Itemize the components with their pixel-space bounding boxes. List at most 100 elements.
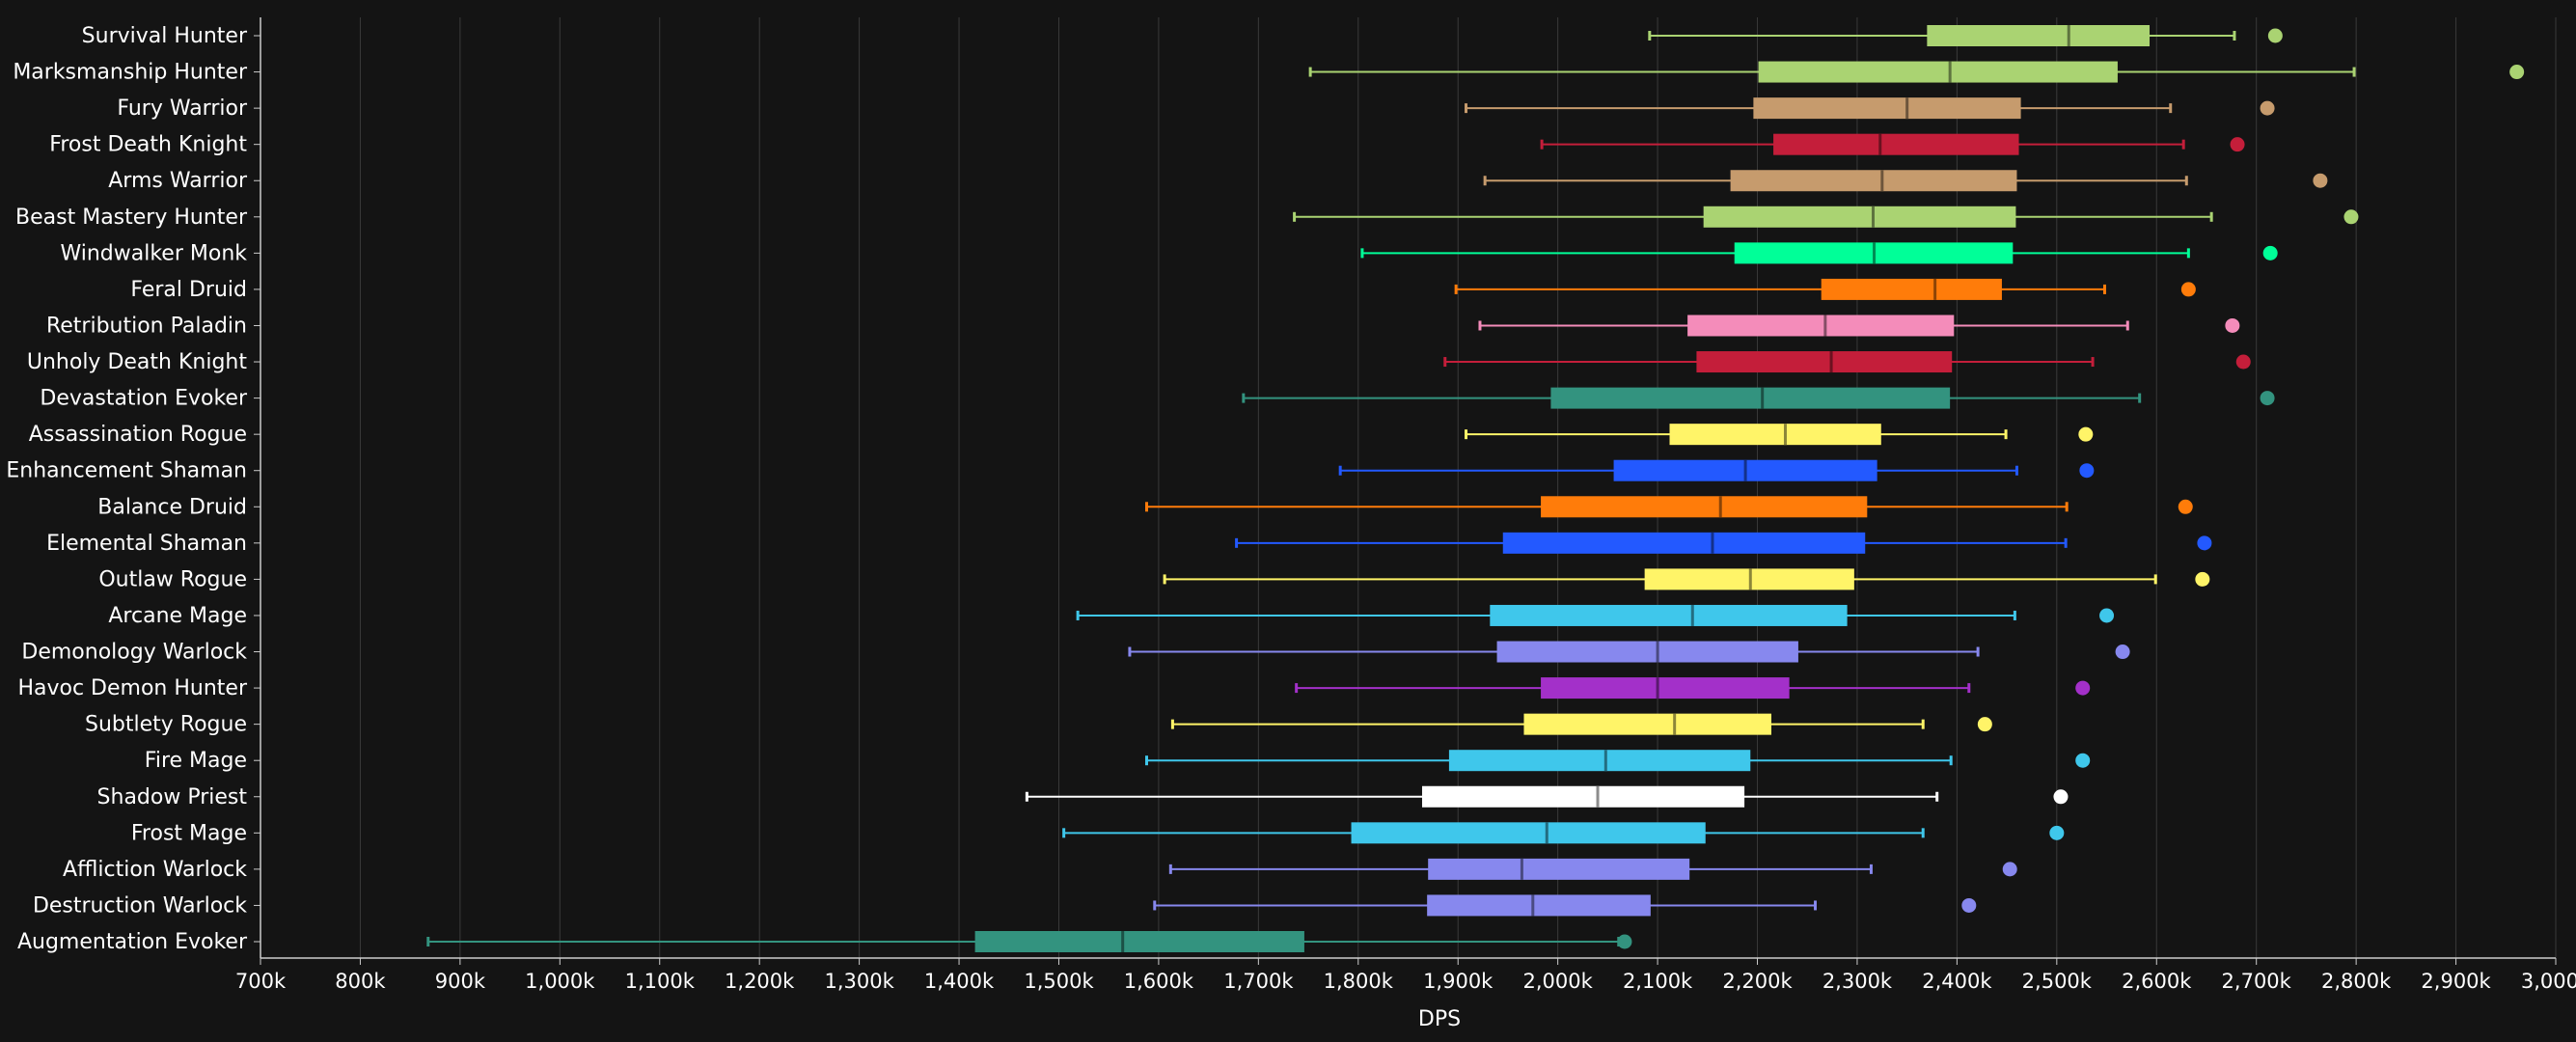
x-tick-label: 1,100k: [625, 970, 696, 993]
outlier-point: [2195, 571, 2210, 587]
outlier-point: [2235, 354, 2251, 370]
box-group: [1295, 677, 2091, 699]
x-tick-labels: 700k 800k 900k 1,000k 1,100k 1,200k 1,300k 1,40…: [235, 970, 2576, 993]
x-axis-label: DPS: [1418, 1007, 1461, 1031]
category-label: Affliction Warlock: [63, 858, 247, 882]
x-tick-label: 2,600k: [2122, 970, 2192, 993]
box-group: [1360, 242, 2278, 264]
x-tick-label: 1,900k: [1423, 970, 1494, 993]
category-labels: Survival Hunter Marksmanship Hunter Fury W…: [6, 24, 248, 954]
box-iqr: [1669, 424, 1881, 446]
x-tick-label: 2,500k: [2022, 970, 2093, 993]
box-group: [426, 931, 1632, 952]
box-iqr: [1927, 25, 2151, 46]
outlier-point: [2225, 317, 2240, 333]
outlier-point: [1961, 897, 1977, 913]
outlier-point: [2099, 608, 2115, 623]
x-tick-label: 700k: [235, 970, 287, 993]
category-label: Subtlety Rogue: [85, 713, 247, 737]
category-label: Augmentation Evoker: [17, 930, 248, 954]
x-tick-label: 2,900k: [2421, 970, 2491, 993]
category-label: Feral Druid: [130, 278, 247, 302]
x-tick-label: 1,400k: [924, 970, 995, 993]
box-group: [1153, 894, 1977, 917]
category-label: Arcane Mage: [108, 604, 247, 628]
box-group: [1464, 424, 2094, 446]
x-tick-label: 2,700k: [2222, 970, 2292, 993]
box-group: [1648, 25, 2283, 46]
outlier-point: [2053, 789, 2069, 805]
box-group: [1478, 315, 2240, 337]
box-iqr: [1428, 858, 1690, 880]
box-iqr: [1541, 677, 1790, 699]
x-tick-label: 1,000k: [525, 970, 595, 993]
box-group: [1128, 641, 2130, 663]
box-iqr: [1427, 894, 1651, 917]
box-group: [1145, 496, 2193, 518]
x-tick-label: 1,200k: [725, 970, 795, 993]
outlier-point: [2078, 426, 2094, 442]
box-group: [1454, 278, 2196, 300]
box-iqr: [1730, 170, 2017, 192]
x-tick-label: 800k: [335, 970, 386, 993]
outlier-point: [2178, 499, 2193, 514]
category-label: Unholy Death Knight: [27, 350, 247, 374]
axes: [254, 17, 2557, 965]
x-tick-label: 2,400k: [1922, 970, 1992, 993]
category-label: Fire Mage: [145, 749, 247, 773]
box-series: [426, 25, 2525, 952]
outlier-point: [2230, 137, 2245, 152]
category-label: Fury Warrior: [117, 96, 248, 121]
category-label: Survival Hunter: [82, 24, 248, 48]
outlier-point: [2049, 825, 2065, 840]
outlier-point: [2313, 173, 2328, 188]
box-group: [1163, 568, 2210, 590]
x-tick-label: 2,200k: [1722, 970, 1793, 993]
category-label: Devastation Evoker: [40, 387, 248, 411]
outlier-point: [2075, 753, 2091, 768]
outlier-point: [2260, 100, 2275, 116]
box-group: [1443, 351, 2251, 373]
box-group: [1025, 785, 2069, 808]
box-iqr: [1421, 785, 1745, 808]
category-label: Frost Mage: [131, 821, 247, 845]
box-iqr: [1541, 496, 1868, 518]
outlier-point: [2180, 282, 2196, 297]
category-label: Assassination Rogue: [29, 423, 247, 447]
outlier-point: [2002, 862, 2017, 877]
x-tick-label: 1,300k: [824, 970, 894, 993]
box-iqr: [1523, 713, 1772, 735]
category-label: Havoc Demon Hunter: [17, 676, 247, 700]
box-iqr: [1687, 315, 1955, 337]
category-label: Beast Mastery Hunter: [15, 206, 248, 230]
box-group: [1338, 459, 2095, 481]
box-iqr: [1758, 61, 2118, 83]
box-group: [1235, 532, 2212, 554]
outlier-point: [2343, 209, 2359, 225]
box-iqr: [1550, 387, 1951, 409]
x-tick-label: 2,800k: [2321, 970, 2392, 993]
category-label: Retribution Paladin: [46, 314, 247, 338]
box-iqr: [1773, 133, 2019, 155]
outlier-point: [1617, 934, 1632, 949]
box-group: [1145, 750, 2091, 772]
outlier-point: [2197, 535, 2212, 551]
outlier-point: [2262, 245, 2278, 260]
outlier-point: [1977, 717, 1992, 732]
box-group: [1168, 858, 2017, 880]
box-iqr: [1496, 641, 1798, 663]
category-label: Outlaw Rogue: [98, 567, 247, 591]
x-tick-label: 900k: [435, 970, 486, 993]
x-tick-label: 2,000k: [1523, 970, 1594, 993]
box-group: [1308, 61, 2525, 83]
box-group: [1464, 97, 2275, 120]
outlier-point: [2509, 65, 2525, 80]
x-tick-label: 1,700k: [1223, 970, 1294, 993]
x-tick-label: 3,000k: [2521, 970, 2576, 993]
category-label: Frost Death Knight: [49, 133, 247, 157]
box-iqr: [1448, 750, 1751, 772]
outlier-point: [2115, 644, 2130, 660]
box-iqr: [1821, 278, 2002, 300]
category-label: Destruction Warlock: [33, 893, 247, 918]
box-group: [1483, 170, 2328, 192]
